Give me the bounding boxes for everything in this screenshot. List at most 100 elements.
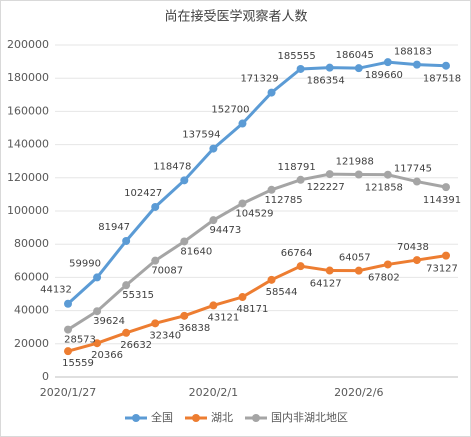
data-label: 102427: [124, 188, 162, 199]
point: [93, 273, 102, 282]
point: [238, 199, 247, 208]
data-label: 114391: [423, 195, 461, 206]
point: [296, 262, 305, 271]
data-label: 32340: [149, 330, 181, 341]
data-label: 152700: [211, 105, 249, 116]
point: [93, 307, 102, 316]
data-label: 70438: [397, 242, 429, 253]
point: [122, 236, 131, 245]
point: [64, 347, 72, 356]
point: [442, 61, 450, 70]
legend-marker: [192, 414, 200, 422]
point: [442, 183, 450, 192]
data-label: 121988: [336, 156, 374, 167]
data-label: 70087: [151, 266, 183, 277]
y-tick-label: 100000: [7, 204, 49, 217]
y-tick-label: 160000: [7, 104, 49, 117]
point: [325, 170, 334, 179]
data-label: 187518: [423, 74, 461, 85]
data-label: 189660: [365, 70, 403, 81]
data-label: 20366: [91, 350, 123, 361]
data-label: 28573: [64, 335, 96, 346]
point: [209, 216, 218, 225]
point: [180, 237, 189, 246]
data-label: 122227: [307, 182, 345, 193]
y-tick-label: 200000: [7, 38, 49, 51]
x-tick-label: 2020/2/1: [189, 386, 238, 399]
point: [325, 63, 334, 72]
data-label: 112785: [264, 195, 302, 206]
legend-label: 湖北: [211, 411, 233, 424]
point: [383, 260, 392, 269]
point: [64, 299, 72, 308]
data-label: 81947: [98, 222, 130, 233]
data-label: 36838: [178, 323, 210, 334]
point: [151, 319, 160, 328]
point: [354, 170, 363, 179]
point: [296, 175, 305, 184]
point: [412, 60, 421, 69]
y-tick-label: 120000: [7, 171, 49, 184]
point: [412, 256, 421, 265]
point: [93, 339, 102, 348]
data-label: 186354: [307, 76, 345, 87]
data-label: 67802: [368, 272, 400, 283]
y-tick-label: 40000: [14, 304, 49, 317]
y-tick-label: 60000: [14, 270, 49, 283]
point: [383, 170, 392, 179]
data-label: 26632: [120, 340, 152, 351]
x-tick-label: 2020/2/6: [334, 386, 383, 399]
data-label: 58544: [266, 287, 298, 298]
data-label: 55315: [122, 290, 154, 301]
point: [383, 58, 392, 67]
data-label: 188183: [394, 47, 432, 58]
data-label: 48171: [237, 304, 269, 315]
point: [151, 256, 160, 265]
point: [209, 301, 218, 310]
legend-label: 国内非湖北地区: [271, 410, 348, 424]
data-label: 118478: [153, 161, 191, 172]
point: [238, 293, 247, 302]
data-label: 43121: [207, 312, 239, 323]
point: [209, 144, 218, 153]
legend-marker: [252, 414, 260, 422]
data-label: 59990: [69, 258, 101, 269]
point: [180, 176, 189, 185]
x-tick-label: 2020/1/27: [40, 386, 96, 399]
chart-title: 尚在接受医学观察者人数: [164, 9, 307, 25]
point: [122, 281, 131, 290]
data-label: 121858: [365, 183, 403, 194]
point: [64, 325, 72, 334]
point: [151, 202, 160, 211]
point: [354, 64, 363, 73]
legend-marker: [132, 414, 140, 422]
data-label: 44132: [40, 285, 72, 296]
data-label: 185555: [278, 51, 316, 62]
point: [296, 64, 305, 73]
point: [442, 251, 450, 260]
series-line: [66, 60, 447, 305]
data-label: 186045: [336, 50, 374, 61]
series-line: [67, 172, 447, 331]
y-tick-label: 180000: [7, 71, 49, 84]
legend-label: 全国: [151, 410, 173, 424]
data-label: 171329: [240, 74, 278, 85]
point: [325, 266, 334, 275]
point: [267, 185, 276, 194]
data-label: 64127: [310, 279, 342, 290]
data-label: 39624: [93, 316, 125, 327]
point: [412, 177, 421, 186]
data-label: 137594: [182, 130, 220, 141]
y-tick-label: 0: [42, 370, 49, 383]
y-tick-label: 140000: [7, 138, 49, 151]
data-label: 118791: [278, 162, 316, 173]
point: [267, 275, 276, 284]
series-line: [67, 254, 447, 353]
point: [238, 119, 247, 128]
point: [267, 88, 276, 97]
point: [122, 328, 131, 337]
data-label: 15559: [62, 358, 94, 369]
